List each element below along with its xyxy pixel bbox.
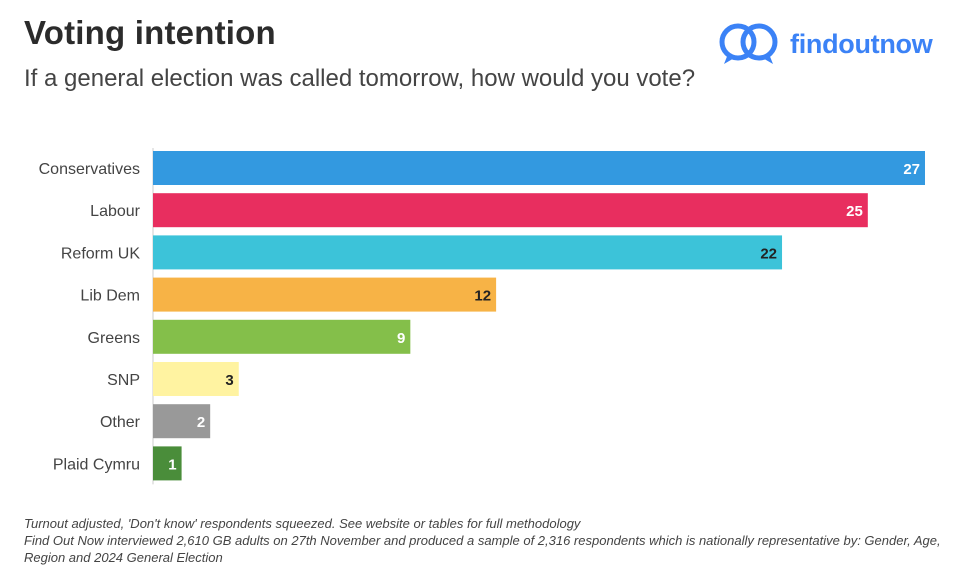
brand-logo: findoutnow [716, 20, 933, 68]
category-label: Conservatives [39, 161, 140, 178]
bar-reform-uk [153, 235, 783, 270]
category-label: Reform UK [61, 245, 140, 262]
category-label: Other [100, 414, 141, 431]
data-label: 3 [225, 372, 233, 389]
category-label: Plaid Cymru [53, 456, 140, 473]
bar-snp [153, 362, 239, 396]
data-label: 1 [168, 456, 176, 473]
category-label: Lib Dem [80, 288, 140, 305]
bar-plaid-cymru [153, 446, 182, 481]
footnote-methodology: Turnout adjusted, 'Don't know' responden… [24, 516, 581, 531]
chart-title: Voting intention [24, 14, 276, 51]
double-speech-bubble-icon [719, 23, 778, 64]
brand-name: findoutnow [790, 28, 933, 59]
data-label: 25 [846, 203, 863, 220]
data-label: 12 [474, 288, 491, 305]
footnote-sample: Find Out Now interviewed 2,610 GB adults… [24, 533, 941, 565]
data-label: 27 [903, 161, 920, 178]
data-label: 22 [760, 245, 777, 262]
bar-lib-dem [153, 277, 497, 312]
category-label: SNP [107, 372, 140, 389]
data-label: 2 [197, 414, 205, 431]
category-label: Greens [88, 330, 140, 347]
bar-conservatives [153, 151, 925, 185]
bar-labour [153, 193, 868, 228]
data-label: 9 [397, 330, 405, 347]
category-label: Labour [90, 203, 140, 220]
bar-other [153, 404, 211, 439]
footnote: Turnout adjusted, 'Don't know' responden… [24, 515, 954, 566]
chart-subtitle: If a general election was called tomorro… [24, 65, 696, 92]
bar-chart: Conservatives 27 Labour 25 Reform UK 22 Lib De… [39, 148, 925, 485]
bar-greens [153, 319, 411, 354]
